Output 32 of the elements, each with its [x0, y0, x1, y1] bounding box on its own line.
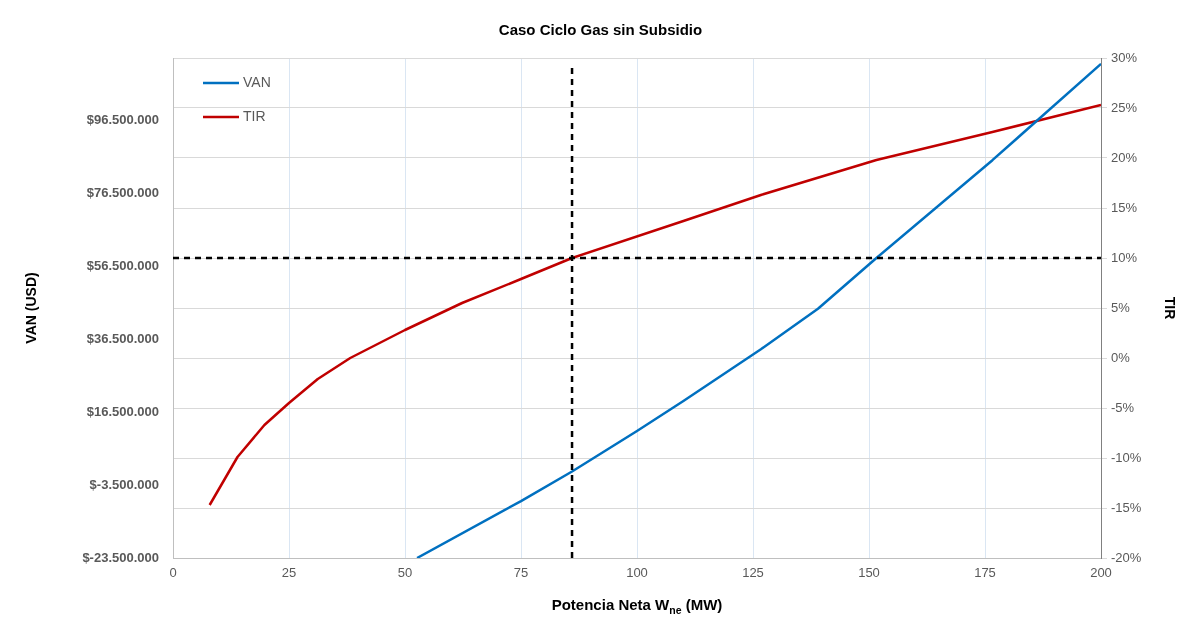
y2-tick-label: 15% — [1111, 199, 1138, 215]
legend-label: VAN — [243, 73, 271, 90]
x-tick-label: 25 — [281, 565, 297, 581]
y2-tick-label: -20% — [1111, 549, 1142, 565]
y2-tick-label: 20% — [1111, 149, 1138, 165]
y2-tick-label: 0% — [1111, 349, 1131, 365]
y-tick-label: $-3.500.000 — [89, 476, 159, 492]
y2-axis-title: TIR — [1161, 296, 1178, 320]
y-tick-label: $36.500.000 — [86, 330, 159, 346]
x-tick-label: 150 — [858, 565, 880, 581]
x-tick-label: 200 — [1090, 565, 1112, 581]
x-tick-label: 125 — [742, 565, 764, 581]
y2-tick-label: 30% — [1111, 49, 1138, 65]
chart-title: Caso Ciclo Gas sin Subsidio — [498, 21, 703, 39]
x-tick-label: 75 — [513, 565, 529, 581]
y-axis-title: VAN (USD) — [23, 272, 40, 344]
y2-tick-label: -15% — [1111, 499, 1142, 515]
y2-tick-label: 10% — [1111, 249, 1138, 265]
y-tick-label: $76.500.000 — [86, 184, 159, 200]
x-tick-label: 50 — [397, 565, 413, 581]
y2-tick-label: -5% — [1111, 399, 1135, 415]
y-tick-label: $16.500.000 — [86, 403, 159, 419]
y-tick-label: $96.500.000 — [86, 111, 159, 127]
y-tick-label: $-23.500.000 — [82, 549, 159, 565]
x-tick-label: 0 — [169, 565, 177, 581]
y2-tick-label: 25% — [1111, 99, 1138, 115]
x-tick-label: 175 — [974, 565, 996, 581]
legend-label: TIR — [243, 107, 266, 124]
x-tick-label: 100 — [626, 565, 648, 581]
y2-tick-label: -10% — [1111, 449, 1142, 465]
y-tick-label: $56.500.000 — [86, 257, 159, 273]
y2-tick-label: 5% — [1111, 299, 1131, 315]
